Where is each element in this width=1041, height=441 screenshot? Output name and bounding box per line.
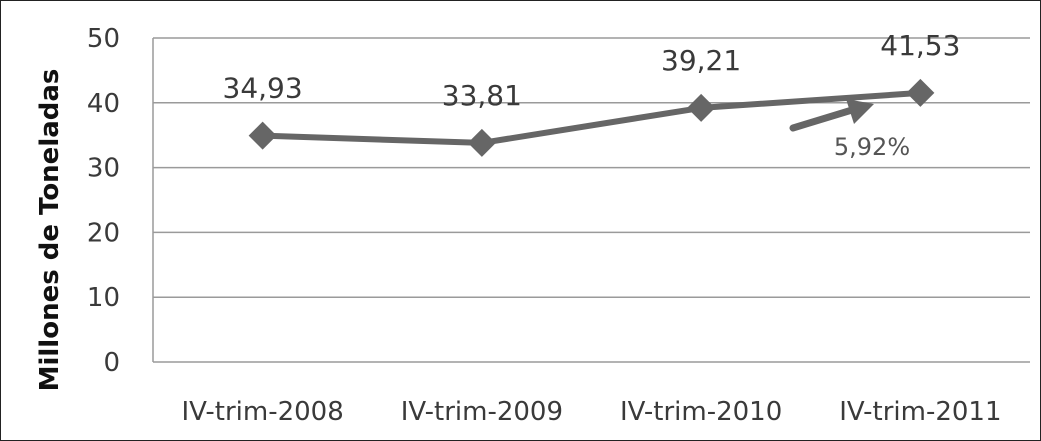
y-tick-label: 0 bbox=[103, 348, 120, 378]
series-markers bbox=[248, 78, 935, 157]
y-tick-label: 30 bbox=[87, 154, 120, 184]
data-label: 41,53 bbox=[880, 29, 960, 62]
y-axis-label: Millones de Toneladas bbox=[35, 69, 65, 392]
y-tick-label: 10 bbox=[87, 283, 120, 313]
x-tick-label: IV-trim-2009 bbox=[401, 397, 563, 427]
annotation-arrow-head bbox=[846, 99, 874, 124]
x-tick-labels: IV-trim-2008 IV-trim-2009 IV-trim-2010 IV-t… bbox=[181, 397, 1001, 427]
annotation-arrow-shaft bbox=[789, 106, 856, 132]
y-tick-label: 40 bbox=[87, 89, 120, 119]
data-label: 39,21 bbox=[661, 44, 741, 77]
series-line-group bbox=[262, 89, 921, 146]
x-tick-label: IV-trim-2010 bbox=[620, 397, 782, 427]
data-point-marker bbox=[906, 78, 935, 107]
series-line bbox=[262, 89, 921, 146]
data-label: 34,93 bbox=[223, 72, 303, 105]
data-point-marker bbox=[467, 128, 496, 157]
growth-annotation-label: 5,92% bbox=[834, 133, 910, 161]
data-label: 33,81 bbox=[442, 79, 522, 112]
y-tick-label: 50 bbox=[87, 24, 120, 54]
y-tick-label: 20 bbox=[87, 218, 120, 248]
data-point-marker bbox=[248, 121, 277, 150]
x-tick-label: IV-trim-2008 bbox=[181, 397, 343, 427]
growth-annotation: 5,92% bbox=[789, 99, 910, 161]
data-point-marker bbox=[687, 93, 716, 122]
y-tick-labels: 0 10 20 30 40 50 bbox=[87, 24, 120, 378]
gridlines bbox=[152, 37, 1030, 363]
data-labels: 34,93 33,81 39,21 41,53 bbox=[223, 29, 961, 112]
x-tick-label: IV-trim-2011 bbox=[839, 397, 1001, 427]
